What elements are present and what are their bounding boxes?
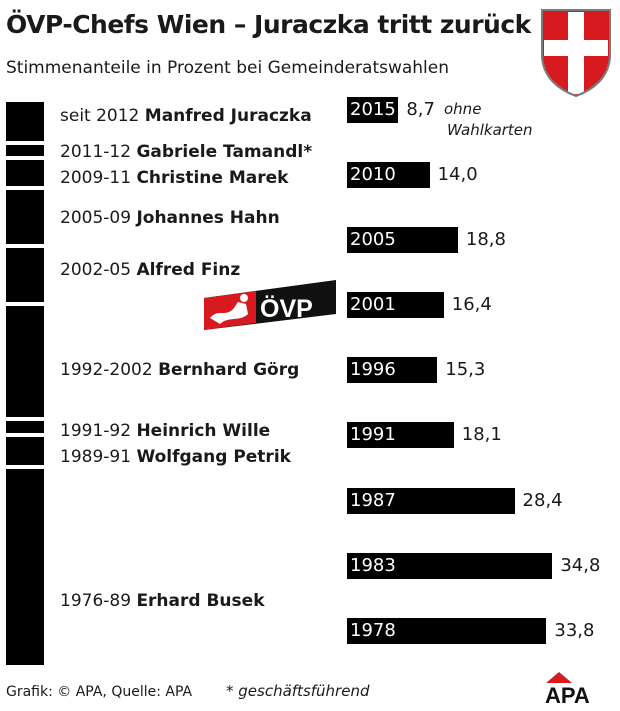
oevp-logo: ÖVP	[204, 280, 336, 330]
chief-label: seit 2012 Manfred Juraczka	[60, 106, 312, 126]
chief-label: 2009-11 Christine Marek	[60, 168, 289, 188]
timeline-segment-hahn	[6, 190, 44, 244]
chief-label: 2011-12 Gabriele Tamandl*	[60, 142, 313, 162]
bar-value-label: 28,4	[522, 490, 563, 511]
bar-year-label: 1978	[350, 620, 396, 641]
bar-2001: 2001	[347, 292, 444, 318]
timeline-segment-goerg	[6, 306, 44, 417]
chief-label: 1989-91 Wolfgang Petrik	[60, 447, 291, 467]
bar-2005: 2005	[347, 227, 458, 253]
chart-title: ÖVP-Chefs Wien – Juraczka tritt zurück	[6, 10, 531, 39]
bar-value-label: 33,8	[554, 620, 595, 641]
timeline-segment-marek	[6, 160, 44, 186]
timeline-segment-wille	[6, 421, 44, 433]
bar-value-label: 8,7	[406, 99, 435, 120]
chief-label: 1991-92 Heinrich Wille	[60, 421, 271, 441]
source-credit: Grafik: © APA, Quelle: APA	[6, 684, 193, 700]
chief-label: 2005-09 Johannes Hahn	[60, 208, 280, 228]
logo-text: ÖVP	[260, 294, 313, 323]
bar-1987: 1987	[347, 488, 515, 514]
chief-label: 1992-2002 Bernhard Görg	[60, 360, 300, 380]
bar-1978: 1978	[347, 618, 547, 644]
bar-year-label: 2005	[350, 229, 396, 250]
bar-2010: 2010	[347, 162, 430, 188]
bar-value-label: 14,0	[437, 164, 478, 185]
footnote: * geschäftsführend	[226, 682, 370, 700]
timeline-segment-petrik	[6, 437, 44, 465]
bar-year-label: 2001	[350, 294, 396, 315]
bar-value-label: 34,8	[560, 555, 601, 576]
timeline-segment-finz	[6, 248, 44, 302]
chart-subtitle: Stimmenanteile in Prozent bei Gemeindera…	[6, 58, 450, 78]
timeline-segment-tamandl	[6, 145, 44, 156]
bar-value-label: 18,8	[465, 229, 506, 250]
chief-timeline	[6, 0, 44, 711]
bar-value-label: 16,4	[451, 294, 492, 315]
timeline-segment-busek	[6, 469, 44, 665]
apa-text: APA	[545, 683, 590, 704]
chief-label: 1976-89 Erhard Busek	[60, 591, 265, 611]
bar-1991: 1991	[347, 422, 454, 448]
bar-year-label: 1996	[350, 359, 396, 380]
bar-1996: 1996	[347, 357, 438, 383]
apa-logo: APA	[545, 672, 590, 704]
bar-year-label: 1987	[350, 490, 396, 511]
timeline-segment-juraczka	[6, 102, 44, 141]
vienna-crest-icon	[541, 9, 611, 98]
bar-year-label: 2010	[350, 164, 396, 185]
chief-label: 2002-05 Alfred Finz	[60, 260, 241, 280]
bar-2015: 2015	[347, 97, 399, 123]
bar-year-label: 1991	[350, 424, 396, 445]
bar-1983: 1983	[347, 553, 553, 579]
annotation-ohne: ohne	[444, 100, 482, 118]
annotation-wahlkarten: Wahlkarten	[447, 121, 533, 139]
bar-year-label: 2015	[350, 99, 396, 120]
bar-value-label: 15,3	[445, 359, 486, 380]
bar-value-label: 18,1	[461, 424, 502, 445]
bar-year-label: 1983	[350, 555, 396, 576]
